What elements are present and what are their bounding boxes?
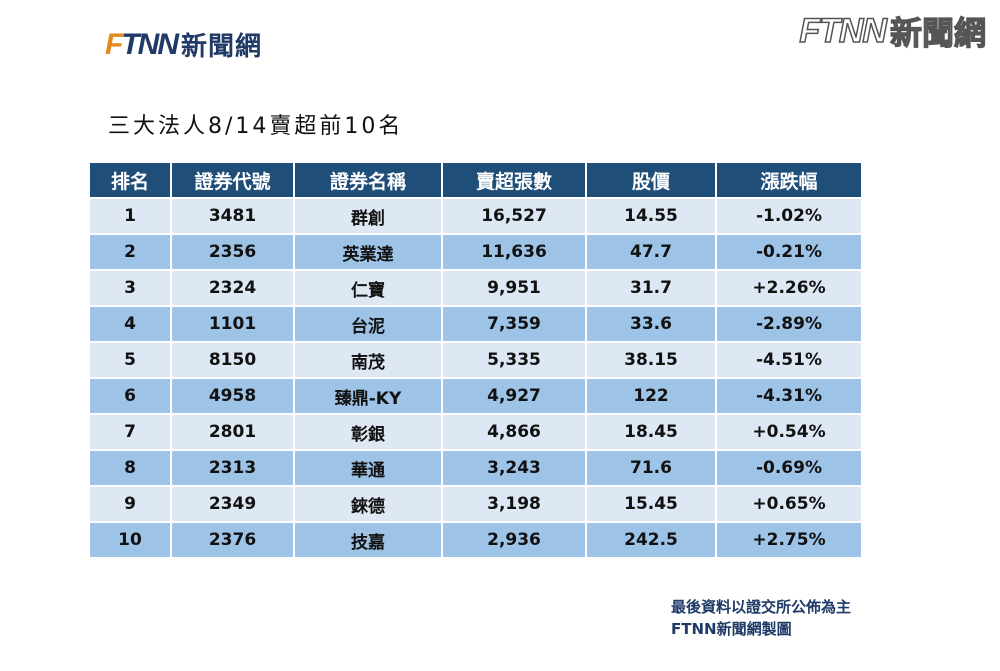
footer-credit: FTNN新聞網製圖	[671, 620, 792, 638]
cell-stock-name: 英業達	[295, 235, 441, 269]
cell-stock-code: 2349	[172, 487, 293, 521]
table-row: 2 2356 英業達 11,636 47.7 -0.21%	[90, 235, 861, 269]
cell-stock-name: 技嘉	[295, 523, 441, 557]
cell-rank: 4	[90, 307, 170, 341]
cell-stock-code: 2324	[172, 271, 293, 305]
cell-rank: 1	[90, 199, 170, 233]
cell-price: 71.6	[587, 451, 715, 485]
header-rank: 排名	[90, 163, 170, 197]
cell-net-sell: 5,335	[443, 343, 585, 377]
table-row: 4 1101 台泥 7,359 33.6 -2.89%	[90, 307, 861, 341]
header-stock-code: 證券代號	[172, 163, 293, 197]
cell-change: +2.75%	[717, 523, 861, 557]
header-price: 股價	[587, 163, 715, 197]
cell-change: -4.51%	[717, 343, 861, 377]
cell-stock-code: 1101	[172, 307, 293, 341]
cell-price: 31.7	[587, 271, 715, 305]
cell-stock-code: 8150	[172, 343, 293, 377]
cell-stock-name: 彰銀	[295, 415, 441, 449]
table-row: 9 2349 錸德 3,198 15.45 +0.65%	[90, 487, 861, 521]
cell-change: -0.69%	[717, 451, 861, 485]
cell-change: -2.89%	[717, 307, 861, 341]
cell-price: 18.45	[587, 415, 715, 449]
cell-stock-code: 2313	[172, 451, 293, 485]
table-row: 10 2376 技嘉 2,936 242.5 +2.75%	[90, 523, 861, 557]
table-row: 6 4958 臻鼎-KY 4,927 122 -4.31%	[90, 379, 861, 413]
cell-price: 38.15	[587, 343, 715, 377]
table-row: 8 2313 華通 3,243 71.6 -0.69%	[90, 451, 861, 485]
ftnn-watermark: FTNN 新聞網	[799, 8, 987, 54]
cell-net-sell: 4,927	[443, 379, 585, 413]
watermark-text: 新聞網	[889, 13, 986, 52]
cell-rank: 10	[90, 523, 170, 557]
table-header-row: 排名 證券代號 證券名稱 賣超張數 股價 漲跌幅	[90, 163, 861, 197]
cell-net-sell: 4,866	[443, 415, 585, 449]
cell-stock-name: 台泥	[295, 307, 441, 341]
cell-stock-code: 4958	[172, 379, 293, 413]
cell-rank: 3	[90, 271, 170, 305]
cell-rank: 7	[90, 415, 170, 449]
cell-change: -1.02%	[717, 199, 861, 233]
cell-net-sell: 2,936	[443, 523, 585, 557]
cell-rank: 9	[90, 487, 170, 521]
cell-stock-code: 2801	[172, 415, 293, 449]
cell-stock-code: 2356	[172, 235, 293, 269]
cell-net-sell: 3,198	[443, 487, 585, 521]
cell-price: 15.45	[587, 487, 715, 521]
cell-change: +2.26%	[717, 271, 861, 305]
ftnn-logo: FTNN 新聞網	[105, 26, 262, 63]
cell-net-sell: 11,636	[443, 235, 585, 269]
logo-letters-rest: TNN	[121, 27, 179, 61]
cell-stock-name: 群創	[295, 199, 441, 233]
cell-price: 47.7	[587, 235, 715, 269]
cell-change: -4.31%	[717, 379, 861, 413]
cell-stock-code: 3481	[172, 199, 293, 233]
page-title: 三大法人8/14賣超前10名	[108, 114, 404, 139]
cell-net-sell: 3,243	[443, 451, 585, 485]
cell-net-sell: 7,359	[443, 307, 585, 341]
table-row: 5 8150 南茂 5,335 38.15 -4.51%	[90, 343, 861, 377]
cell-rank: 5	[90, 343, 170, 377]
logo-text: 新聞網	[180, 32, 262, 62]
cell-change: +0.65%	[717, 487, 861, 521]
cell-stock-name: 錸德	[295, 487, 441, 521]
cell-stock-name: 華通	[295, 451, 441, 485]
logo-letters: FTNN	[105, 27, 179, 62]
cell-price: 242.5	[587, 523, 715, 557]
cell-net-sell: 9,951	[443, 271, 585, 305]
cell-rank: 2	[90, 235, 170, 269]
cell-stock-name: 仁寶	[295, 271, 441, 305]
net-sell-table: 排名 證券代號 證券名稱 賣超張數 股價 漲跌幅 1 3481 群創 16,527 14…	[88, 161, 863, 559]
cell-stock-name: 臻鼎-KY	[295, 379, 441, 413]
cell-price: 122	[587, 379, 715, 413]
table-row: 1 3481 群創 16,527 14.55 -1.02%	[90, 199, 861, 233]
cell-rank: 8	[90, 451, 170, 485]
cell-change: -0.21%	[717, 235, 861, 269]
footer-note: 最後資料以證交所公佈為主 FTNN新聞網製圖	[671, 596, 851, 640]
footer-source-note: 最後資料以證交所公佈為主	[671, 598, 852, 616]
header-net-sell: 賣超張數	[443, 163, 585, 197]
cell-price: 14.55	[587, 199, 715, 233]
cell-stock-code: 2376	[172, 523, 293, 557]
table-row: 7 2801 彰銀 4,866 18.45 +0.54%	[90, 415, 861, 449]
cell-net-sell: 16,527	[443, 199, 585, 233]
table-row: 3 2324 仁寶 9,951 31.7 +2.26%	[90, 271, 861, 305]
logo-letter-f: F	[105, 27, 123, 61]
table-body: 1 3481 群創 16,527 14.55 -1.02% 2 2356 英業達 11,636 47…	[90, 199, 861, 557]
header-change: 漲跌幅	[717, 163, 861, 197]
cell-price: 33.6	[587, 307, 715, 341]
cell-stock-name: 南茂	[295, 343, 441, 377]
cell-change: +0.54%	[717, 415, 861, 449]
header-stock-name: 證券名稱	[295, 163, 441, 197]
watermark-letters: FTNN	[799, 11, 888, 51]
cell-rank: 6	[90, 379, 170, 413]
